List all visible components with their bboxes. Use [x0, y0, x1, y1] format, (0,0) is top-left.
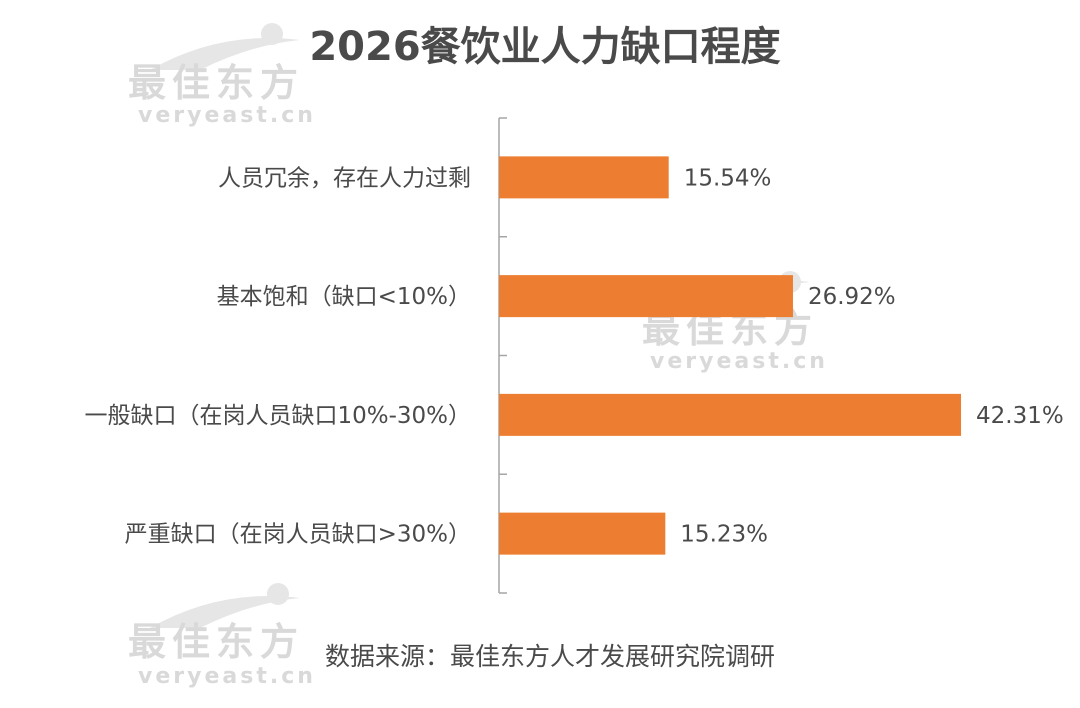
category-label: 一般缺口（在岗人员缺口10%-30%） [84, 403, 471, 429]
watermark-brand-en: veryeast.cn [138, 664, 316, 689]
data-label: 42.31% [976, 403, 1064, 429]
data-label: 15.23% [680, 522, 768, 548]
bar [499, 512, 666, 555]
watermark-brand-cn: 最佳东方 [128, 61, 304, 105]
watermark-top-left: 最佳东方 veryeast.cn [128, 23, 316, 128]
watermark-brand-en: veryeast.cn [650, 349, 828, 374]
data-label: 26.92% [808, 284, 896, 310]
bar [499, 156, 669, 199]
chart-title: 2026餐饮业人力缺口程度 [309, 24, 780, 70]
watermark-brand-en: veryeast.cn [138, 103, 316, 128]
watermark-brand-cn: 最佳东方 [128, 620, 304, 664]
source-note: 数据来源：最佳东方人才发展研究院调研 [325, 642, 775, 671]
watermark-bottom-left: 最佳东方 veryeast.cn [128, 583, 316, 689]
bar [499, 275, 793, 318]
category-label: 严重缺口（在岗人员缺口>30%） [125, 522, 471, 548]
plot-area: 人员冗余，存在人力过剩 15.54% 基本饱和（缺口<10%） 26.92% 一般缺口（… [84, 117, 1064, 594]
category-label: 人员冗余，存在人力过剩 [218, 165, 471, 191]
bar [499, 393, 962, 436]
data-label: 15.54% [684, 165, 772, 191]
category-label: 基本饱和（缺口<10%） [217, 284, 471, 310]
